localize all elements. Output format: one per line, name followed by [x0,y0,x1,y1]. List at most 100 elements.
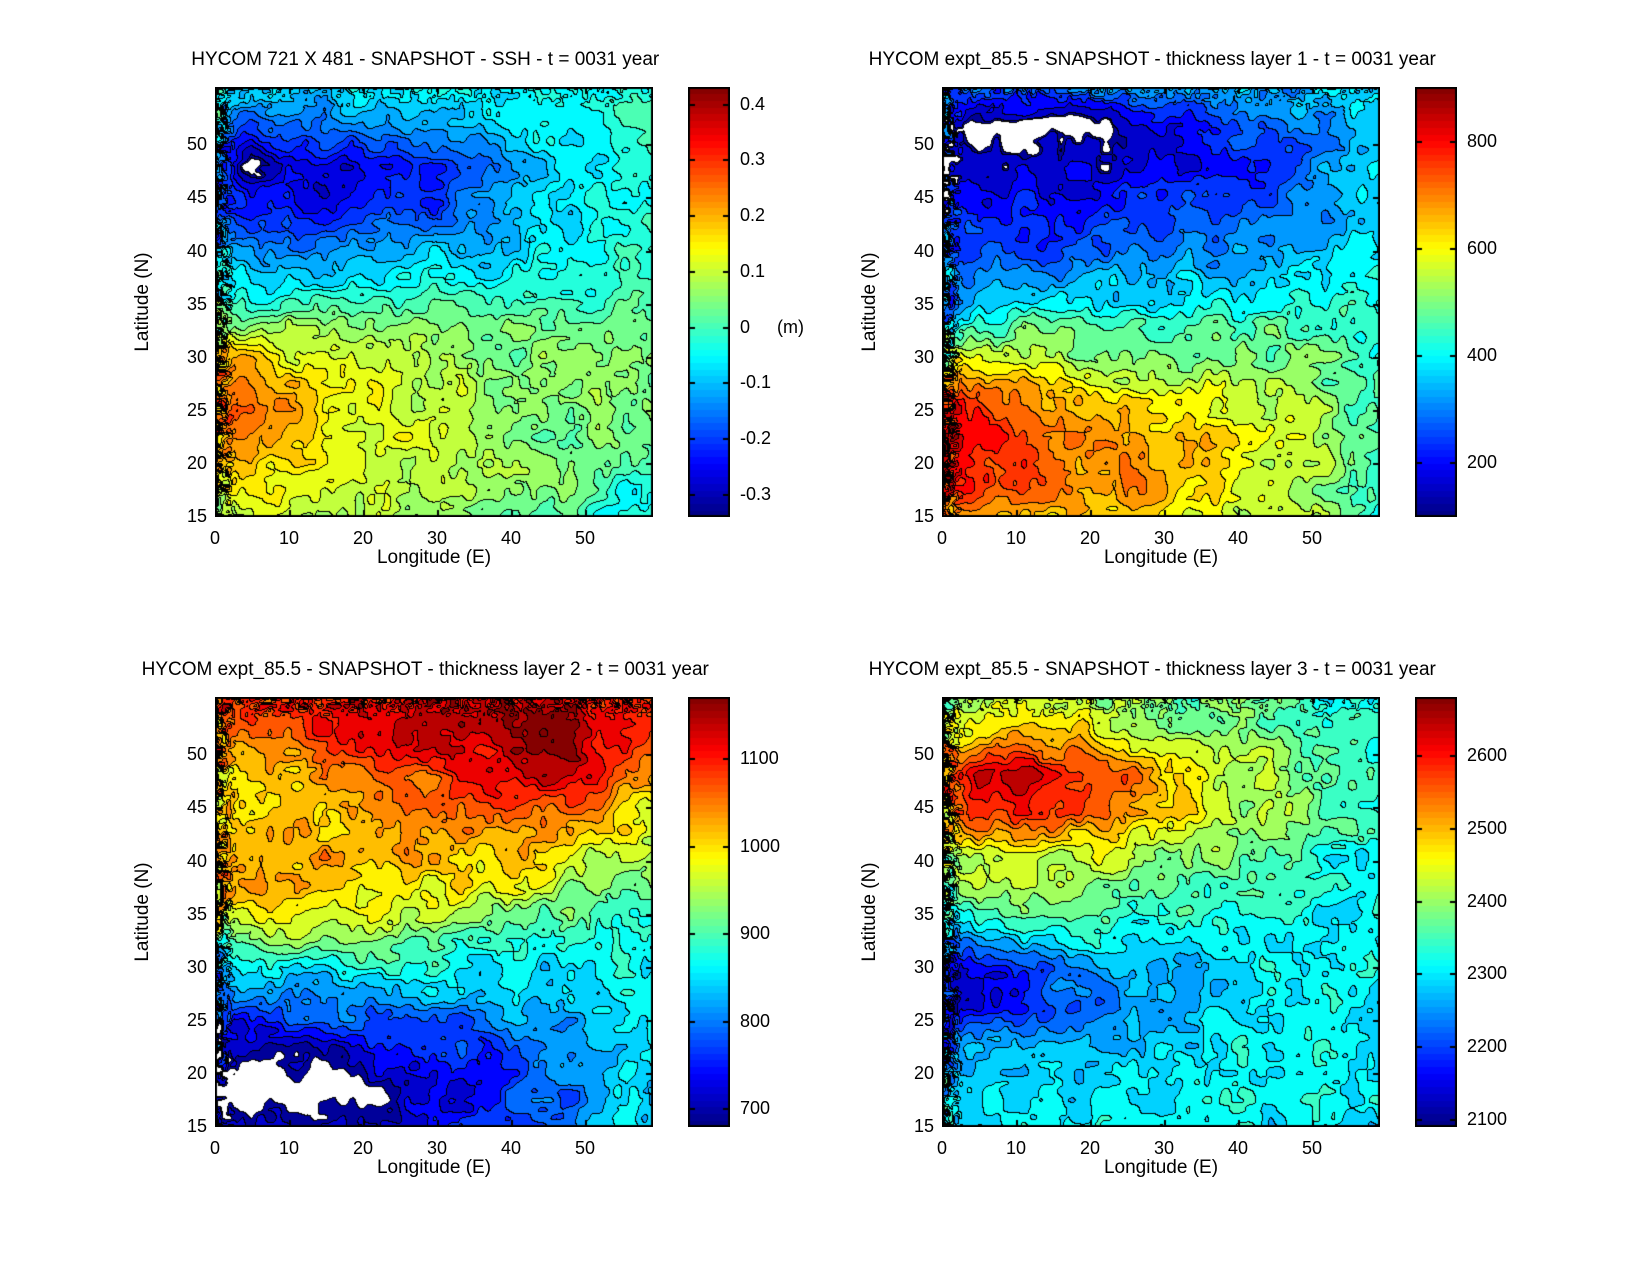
y-tick-label: 20 [913,453,934,473]
contour-plot-canvas [215,697,653,1127]
x-tick-label: 20 [352,528,374,548]
colorbar-tick-label: 2200 [1467,1036,1508,1056]
subplot-thickness-layer-3: HYCOM expt_85.5 - SNAPSHOT - thickness l… [859,659,1507,1178]
y-tick-label: 50 [913,134,934,154]
y-tick-label: 25 [913,400,934,420]
x-tick-label: 30 [426,1138,448,1158]
x-tick-label: 40 [1227,1138,1249,1158]
colorbar-canvas [688,87,730,517]
x-tick-label: 50 [1301,528,1323,548]
colorbar-tick-label: 200 [1467,452,1498,472]
y-tick-label: 20 [186,453,207,473]
x-axis-label: Longitude (E) [376,1157,492,1178]
x-tick-label: 40 [500,1138,522,1158]
y-tick-label: 40 [913,241,934,261]
x-tick-label: 50 [574,1138,596,1158]
plot-title: HYCOM expt_85.5 - SNAPSHOT - thickness l… [868,659,1436,680]
y-tick-label: 15 [186,1116,207,1136]
colorbar-tick-label: -0.1 [740,372,772,392]
x-tick-label: 20 [352,1138,374,1158]
colorbar-tick-label: 0.1 [740,261,766,281]
y-tick-label: 35 [913,904,934,924]
x-axis-label: Longitude (E) [1103,1157,1219,1178]
subplot-thickness-layer-2: HYCOM expt_85.5 - SNAPSHOT - thickness l… [132,659,780,1178]
plot-title: HYCOM expt_85.5 - SNAPSHOT - thickness l… [868,49,1436,70]
y-axis-label: Latitude (N) [132,862,153,962]
y-tick-label: 20 [913,1063,934,1083]
colorbar-tick-label: 700 [740,1098,771,1118]
y-tick-label: 45 [913,797,934,817]
x-tick-label: 10 [1005,1138,1027,1158]
subplot-ssh: HYCOM 721 X 481 - SNAPSHOT - SSH - t = 0… [132,49,804,568]
x-tick-label: 40 [500,528,522,548]
colorbar-tick-label: 600 [1467,238,1498,258]
x-tick-label: 0 [936,528,947,548]
y-tick-label: 25 [913,1010,934,1030]
y-tick-label: 30 [186,957,207,977]
x-tick-label: 50 [574,528,596,548]
colorbar-tick-label: 2400 [1467,891,1508,911]
y-tick-label: 30 [186,347,207,367]
y-tick-label: 35 [913,294,934,314]
x-axis-label: Longitude (E) [1103,547,1219,568]
plot-title: HYCOM 721 X 481 - SNAPSHOT - SSH - t = 0… [191,49,660,70]
contour-plot-canvas [942,697,1380,1127]
y-tick-label: 25 [186,400,207,420]
colorbar-tick-label: -0.2 [740,428,772,448]
colorbar-unit-label: (m) [777,317,804,337]
y-tick-label: 50 [913,744,934,764]
y-tick-label: 50 [186,134,207,154]
y-tick-label: 15 [186,506,207,526]
colorbar-tick-label: 800 [1467,131,1498,151]
x-tick-label: 10 [278,528,300,548]
colorbar-tick-label: 1000 [740,836,781,856]
y-tick-label: 40 [186,241,207,261]
y-tick-label: 35 [186,294,207,314]
y-tick-label: 40 [913,851,934,871]
x-tick-label: 10 [1005,528,1027,548]
colorbar-canvas [1415,87,1457,517]
x-tick-label: 0 [936,1138,947,1158]
y-tick-label: 30 [913,347,934,367]
x-tick-label: 0 [209,528,220,548]
y-tick-label: 45 [913,187,934,207]
x-axis-label: Longitude (E) [376,547,492,568]
colorbar-tick-label: 400 [1467,345,1498,365]
colorbar-tick-label: 2100 [1467,1109,1508,1129]
colorbar-tick-label: 900 [740,923,771,943]
colorbar-tick-label: 0.3 [740,149,766,169]
y-tick-label: 25 [186,1010,207,1030]
y-tick-label: 20 [186,1063,207,1083]
contour-plot-canvas [215,87,653,517]
y-axis-label: Latitude (N) [132,252,153,352]
x-tick-label: 20 [1079,528,1101,548]
y-axis-label: Latitude (N) [859,862,880,962]
x-tick-label: 40 [1227,528,1249,548]
colorbar-tick-label: 2600 [1467,745,1508,765]
colorbar-tick-label: 800 [740,1011,771,1031]
colorbar-tick-label: 0 [740,317,751,337]
colorbar-canvas [1415,697,1457,1127]
colorbar-tick-label: 2300 [1467,963,1508,983]
x-tick-label: 30 [426,528,448,548]
y-tick-label: 15 [913,1116,934,1136]
y-tick-label: 45 [186,187,207,207]
contour-plot-canvas [942,87,1380,517]
colorbar-tick-label: 0.2 [740,205,766,225]
y-axis-label: Latitude (N) [859,252,880,352]
x-tick-label: 0 [209,1138,220,1158]
x-tick-label: 30 [1153,1138,1175,1158]
x-tick-label: 20 [1079,1138,1101,1158]
x-tick-label: 50 [1301,1138,1323,1158]
colorbar-tick-label: 0.4 [740,94,766,114]
y-tick-label: 35 [186,904,207,924]
subplot-thickness-layer-1: HYCOM expt_85.5 - SNAPSHOT - thickness l… [859,49,1497,568]
colorbar-tick-label: 2500 [1467,818,1508,838]
colorbar-tick-label: 1100 [740,748,779,768]
y-tick-label: 15 [913,506,934,526]
colorbar-tick-label: -0.3 [740,484,772,504]
y-tick-label: 45 [186,797,207,817]
x-tick-label: 10 [278,1138,300,1158]
y-tick-label: 40 [186,851,207,871]
